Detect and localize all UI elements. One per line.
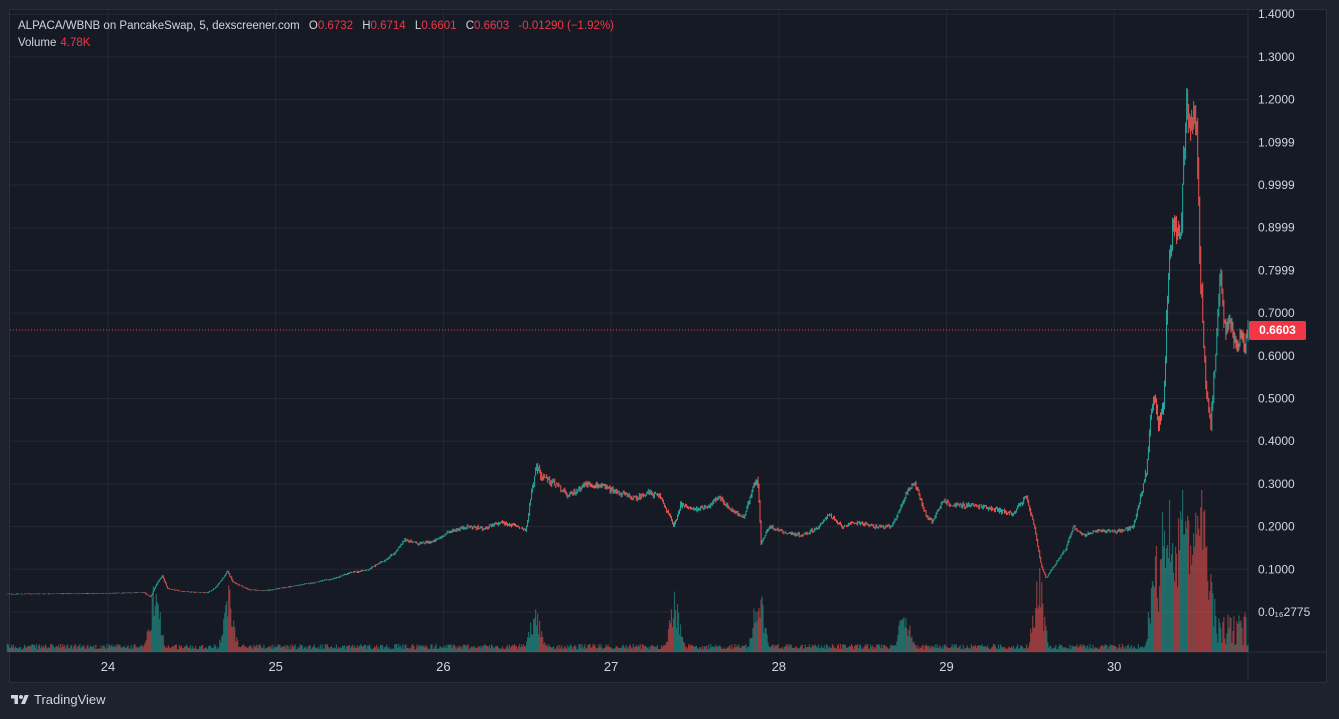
y-tick-label: 0.0₁₆2775	[1258, 605, 1311, 619]
y-tick-label: 1.0999	[1258, 135, 1295, 149]
last-price-tag: 0.6603	[1249, 321, 1306, 341]
x-tick-label: 29	[939, 659, 953, 674]
x-tick-label: 25	[268, 659, 282, 674]
y-tick-label: 0.6000	[1258, 349, 1295, 363]
y-tick-label: 0.1000	[1258, 562, 1295, 576]
y-tick-label: 0.8999	[1258, 221, 1295, 235]
price-axis[interactable]: 1.4000 1.3000 1.2000 1.0999 0.9999 0.8999 0.79…	[1258, 7, 1311, 619]
y-tick-label: 0.5000	[1258, 392, 1295, 406]
low-label: L	[414, 20, 422, 32]
open-label: O	[308, 20, 318, 32]
close-label: C	[465, 20, 475, 32]
y-tick-label: 0.3000	[1258, 477, 1295, 491]
chart-grid	[10, 10, 1327, 683]
x-tick-label: 27	[604, 659, 618, 674]
chart-frame	[9, 9, 1327, 683]
x-tick-label: 24	[101, 659, 115, 674]
x-tick-label: 30	[1107, 659, 1121, 674]
y-tick-label: 0.7000	[1258, 306, 1295, 320]
tradingview-branding[interactable]: TradingView	[10, 692, 106, 707]
y-tick-label: 1.3000	[1258, 50, 1295, 64]
chart-legend: ALPACA/WBNB on PancakeSwap, 5, dexscreen…	[18, 18, 614, 52]
volume-value: 4.78K	[60, 37, 91, 49]
y-tick-label: 0.2000	[1258, 520, 1295, 534]
open-value: 0.6732	[317, 20, 354, 32]
high-value: 0.6714	[370, 20, 406, 32]
time-axis[interactable]: 24 25 26 27 28 29 30	[101, 659, 1122, 674]
legend-ohlc-row: ALPACA/WBNB on PancakeSwap, 5, dexscreen…	[18, 18, 614, 35]
x-tick-label: 28	[772, 659, 786, 674]
y-tick-label: 1.2000	[1258, 93, 1295, 107]
close-value: 0.6603	[474, 20, 510, 32]
high-label: H	[362, 20, 371, 32]
y-tick-label: 0.7999	[1258, 263, 1295, 277]
tradingview-logo-icon	[11, 694, 29, 704]
candles	[6, 87, 1249, 598]
y-tick-label: 0.4000	[1258, 434, 1295, 448]
legend-volume-row: Volume 4.78K	[18, 35, 614, 52]
tradingview-brand-label: TradingView	[34, 692, 106, 707]
y-tick-label: 0.9999	[1258, 178, 1295, 192]
y-tick-label: 1.4000	[1258, 7, 1295, 21]
symbol-label[interactable]: ALPACA/WBNB on PancakeSwap, 5, dexscreen…	[18, 20, 300, 32]
volume-bars	[6, 490, 1249, 652]
x-tick-label: 26	[436, 659, 450, 674]
change-value: -0.01290 (−1.92%)	[518, 20, 614, 32]
low-value: 0.6601	[421, 20, 457, 32]
volume-label: Volume	[18, 37, 57, 49]
